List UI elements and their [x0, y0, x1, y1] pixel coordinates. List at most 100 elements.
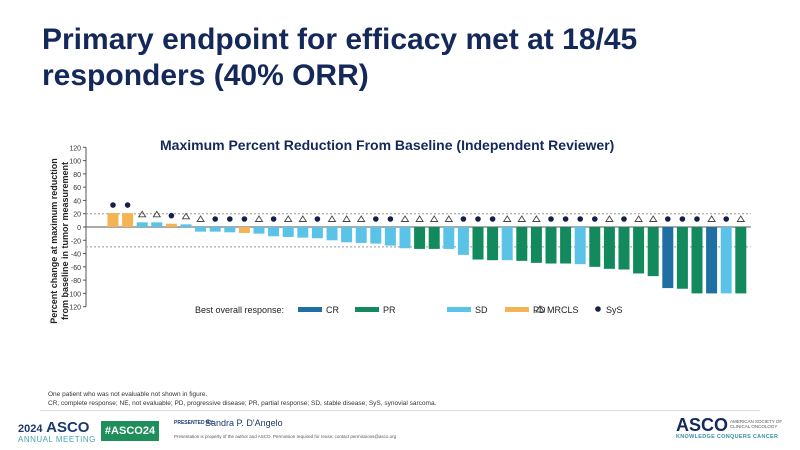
legend-swatch-pr [355, 307, 379, 312]
bar-sd [224, 227, 236, 233]
sys-marker [621, 216, 627, 222]
legend-label-mrcls: MRCLS [547, 305, 579, 315]
bar-sd [297, 227, 309, 238]
mrcls-marker [342, 215, 351, 222]
bar-pd [165, 223, 177, 227]
bar-sd [326, 227, 338, 241]
bar-sd [136, 222, 148, 227]
legend-circle-icon [595, 306, 601, 312]
sys-marker [270, 216, 277, 222]
y-tick-label: 120 [69, 145, 81, 152]
bar-pr [545, 227, 557, 264]
bar-sd [574, 227, 586, 265]
footnote-abbreviations: CR, complete response; NE, not evaluable… [48, 400, 437, 407]
chart-title: Maximum Percent Reduction From Baseline … [160, 137, 615, 153]
footer-divider [40, 410, 760, 411]
sys-marker [592, 216, 598, 222]
bar-sd [370, 227, 382, 244]
sys-marker [475, 216, 481, 222]
asco-logo-subtitle: AMERICAN SOCIETY OF CLINICAL ONCOLOGY [730, 419, 783, 429]
mrcls-marker [444, 215, 454, 222]
sys-marker [489, 216, 496, 222]
sys-marker [110, 202, 116, 208]
bar-sd [209, 227, 221, 232]
mrcls-marker [634, 215, 643, 222]
meeting-org: ASCO [46, 419, 90, 436]
mrcls-marker [356, 215, 366, 222]
mrcls-marker [429, 215, 439, 222]
mrcls-marker [648, 215, 658, 222]
y-tick-label: -120 [67, 305, 81, 312]
sys-marker [387, 216, 394, 222]
mrcls-marker [196, 215, 205, 222]
y-tick-label: -60 [71, 265, 81, 272]
mrcls-marker [415, 215, 424, 222]
sys-marker [665, 216, 671, 222]
bar-pr [428, 227, 440, 249]
y-tick-label: -100 [67, 291, 81, 298]
legend: Best overall response: CR PR SD PD MRCLS SyS [195, 305, 623, 315]
y-tick-label: 20 [73, 212, 81, 219]
bar-pd [122, 213, 134, 227]
bar-pr [633, 227, 645, 274]
bar-sd [253, 227, 265, 234]
bar-pr [530, 227, 542, 263]
bar-sd [399, 227, 411, 249]
bar-pd [238, 227, 250, 233]
waterfall-chart: 120 100 80 60 40 20 0 -20 -40 -60 -80 -100 -120 Best… [67, 145, 751, 315]
y-tick-label: -20 [71, 238, 81, 245]
mrcls-marker [298, 215, 308, 222]
legend-title: Best overall response: [195, 305, 284, 315]
sys-marker [679, 216, 686, 222]
bar-pr [603, 227, 615, 269]
bar-sd [355, 227, 367, 243]
legend-label-sys: SyS [606, 305, 623, 315]
mrcls-marker [254, 215, 264, 222]
bar-pr [735, 227, 747, 294]
y-tick-label: 0 [77, 225, 81, 232]
mrcls-marker [707, 215, 716, 222]
sys-marker [314, 216, 321, 222]
mrcls-marker [400, 215, 410, 222]
sys-marker [562, 216, 569, 222]
bar-cr [706, 227, 718, 294]
footnotes: One patient who was not evaluable not sh… [48, 390, 436, 408]
presented-by-label: PRESENTED BY: [174, 420, 215, 426]
bar-pr [618, 227, 630, 270]
mrcls-marker [532, 215, 541, 222]
bar-sd [457, 227, 469, 255]
presenter-name: Sandra P. D'Angelo [205, 418, 283, 428]
sys-marker [577, 216, 583, 222]
sys-marker [227, 216, 233, 222]
sys-marker [241, 216, 248, 222]
bar-sd [443, 227, 455, 249]
mrcls-marker [502, 215, 512, 222]
legend-label-pd: PD [533, 305, 546, 315]
histology-markers [110, 202, 746, 222]
bar-pr [647, 227, 659, 277]
bar-sd [311, 227, 323, 239]
legend-swatch-cr [298, 307, 322, 312]
mrcls-marker [181, 212, 191, 220]
mrcls-marker [283, 215, 293, 222]
bar-sd [151, 222, 163, 227]
sys-marker [124, 202, 131, 208]
bar-sd [268, 227, 280, 237]
bar-sd [501, 227, 513, 261]
asco-tagline: KNOWLEDGE CONQUERS CANCER [676, 434, 779, 440]
mrcls-marker [736, 215, 746, 222]
mrcls-marker [327, 215, 337, 222]
bar-sd [180, 224, 192, 227]
mrcls-marker [137, 210, 147, 218]
asco-logo: ASCO [676, 415, 729, 435]
bar-pr [516, 227, 528, 261]
bar-pr [560, 227, 572, 264]
sys-marker [694, 216, 700, 222]
y-tick-label: -80 [71, 278, 81, 285]
sys-marker [548, 216, 554, 222]
bar-pd [107, 213, 119, 227]
bars [107, 213, 747, 294]
sys-marker [168, 212, 175, 219]
y-tick-label: 60 [73, 185, 81, 192]
sys-marker [460, 216, 467, 222]
